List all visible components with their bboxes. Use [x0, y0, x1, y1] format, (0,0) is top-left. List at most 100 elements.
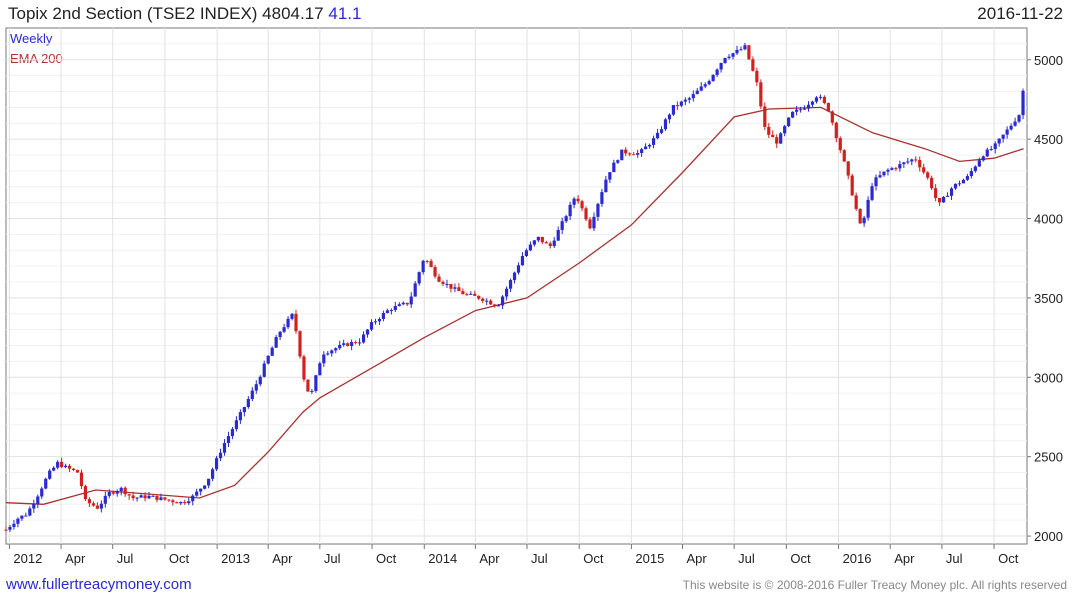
x-tick-label: Oct	[169, 551, 190, 566]
candle-body	[727, 56, 731, 59]
candle-body	[596, 203, 600, 217]
candle-body	[580, 201, 584, 209]
candle-body	[926, 172, 930, 178]
candle-body	[818, 96, 823, 98]
candle-body	[703, 84, 707, 87]
copyright-text: This website is © 2008-2016 Fuller Treac…	[682, 578, 1067, 592]
candle-body	[540, 236, 544, 243]
candle-body	[576, 198, 580, 202]
candle-body	[326, 353, 330, 355]
candle-body	[310, 390, 314, 392]
y-tick-label: 4500	[1034, 132, 1063, 147]
candle-body	[373, 321, 378, 323]
candle-body	[910, 159, 914, 162]
candle-body	[187, 501, 191, 504]
candle-body	[584, 208, 588, 220]
candle-body	[441, 281, 445, 284]
candle-body	[862, 217, 866, 224]
candle-body	[731, 53, 735, 57]
candle-body	[675, 105, 679, 107]
candle-body	[588, 219, 592, 229]
candle-body	[775, 137, 779, 144]
candles-layer	[4, 42, 1025, 533]
x-tick-label: Jul	[324, 551, 341, 566]
candle-body	[767, 126, 771, 135]
candle-body	[298, 331, 302, 357]
candle-body	[485, 300, 489, 302]
candle-body	[663, 119, 668, 130]
candle-body	[143, 495, 147, 499]
candle-body	[171, 500, 175, 503]
candle-body	[385, 310, 389, 314]
candle-body	[445, 283, 449, 285]
candle-body	[850, 175, 854, 196]
candle-body	[469, 293, 473, 295]
candle-body	[957, 183, 962, 185]
x-tick-label: Apr	[272, 551, 293, 566]
candle-body	[592, 216, 596, 229]
candle-body	[969, 171, 973, 177]
candle-body	[119, 487, 123, 492]
candle-body	[234, 420, 239, 430]
candle-body	[262, 363, 266, 377]
candle-body	[191, 495, 195, 502]
candle-body	[937, 198, 942, 203]
candle-body	[516, 265, 521, 273]
candle-body	[302, 356, 306, 380]
y-tick-label: 3000	[1034, 370, 1063, 385]
candle-body	[401, 302, 405, 305]
candle-body	[127, 494, 131, 496]
candle-body	[294, 313, 298, 332]
candle-body	[616, 160, 620, 163]
ema-200-line	[5, 106, 1024, 505]
x-tick-label: 2016	[843, 551, 872, 566]
candle-body	[810, 101, 815, 105]
y-tick-label: 4000	[1034, 212, 1063, 227]
candle-body	[377, 318, 382, 322]
candle-body	[687, 98, 691, 100]
candle-body	[771, 134, 775, 138]
candle-body	[838, 138, 842, 151]
candle-body	[393, 306, 397, 311]
candle-body	[258, 376, 262, 385]
candle-body	[965, 176, 970, 180]
candle-body	[28, 508, 32, 516]
candle-body	[131, 495, 135, 499]
candle-body	[500, 296, 505, 306]
candle-body	[1009, 125, 1013, 130]
candle-body	[159, 497, 163, 500]
candle-body	[783, 126, 787, 134]
candle-body	[318, 363, 322, 376]
legend-weekly: Weekly	[10, 31, 53, 46]
candle-body	[163, 497, 167, 500]
candle-body	[135, 497, 139, 499]
candle-body	[532, 240, 536, 245]
candle-body	[207, 478, 211, 486]
candle-body	[874, 177, 878, 187]
candle-body	[707, 81, 711, 85]
candle-body	[4, 529, 8, 531]
candle-body	[1021, 90, 1025, 116]
candle-body	[210, 469, 215, 479]
candle-body	[246, 398, 250, 408]
x-tick-label: Apr	[65, 551, 86, 566]
site-link[interactable]: www.fullertreacymoney.com	[6, 576, 192, 593]
chart-title: Topix 2nd Section (TSE2 INDEX) 4804.17 4…	[8, 4, 361, 24]
candle-body	[203, 485, 207, 489]
candle-body	[691, 94, 695, 99]
candle-body	[437, 276, 441, 282]
candle-body	[556, 229, 560, 241]
candle-body	[179, 501, 183, 504]
x-tick-label: 2015	[635, 551, 664, 566]
candle-body	[342, 343, 346, 345]
candle-body	[222, 443, 227, 453]
candle-body	[993, 143, 997, 150]
candle-body	[461, 291, 465, 295]
candle-body	[56, 461, 60, 468]
candle-body	[44, 478, 48, 489]
candle-body	[40, 488, 44, 497]
candle-body	[834, 122, 838, 139]
candle-body	[683, 99, 687, 102]
candle-body	[230, 429, 235, 437]
